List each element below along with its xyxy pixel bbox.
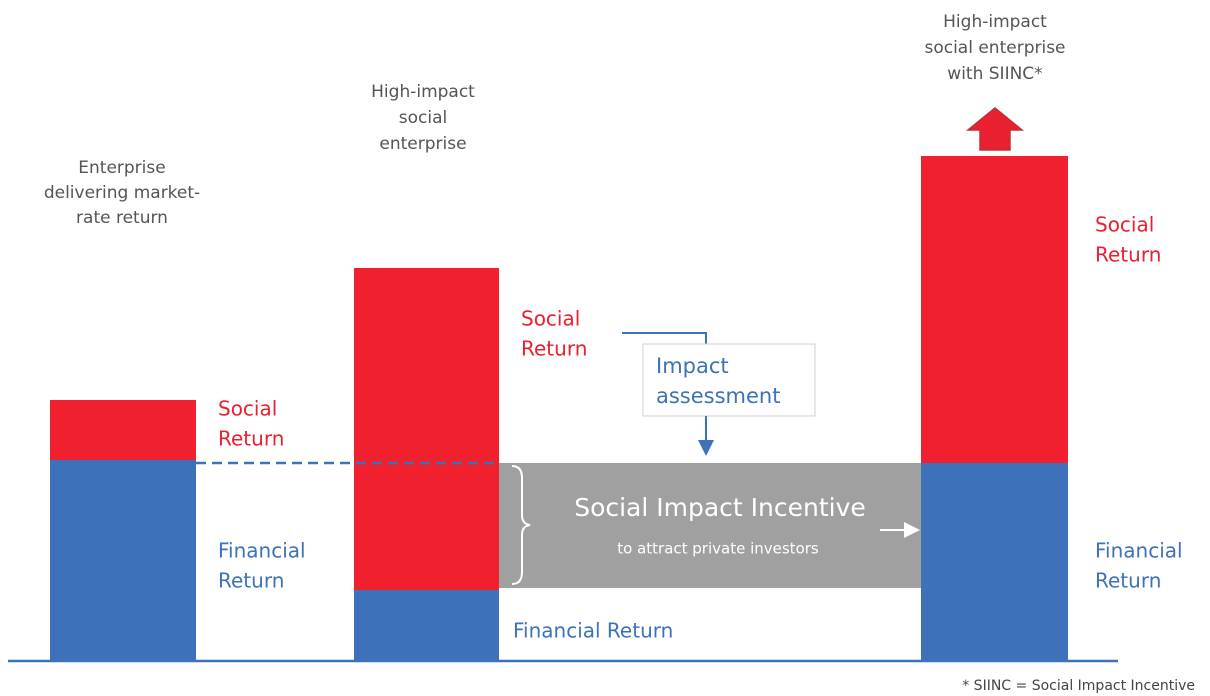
column-label: enterprise bbox=[379, 134, 466, 154]
incentive-title: Social Impact Incentive bbox=[574, 493, 866, 522]
column-label: social bbox=[399, 108, 447, 128]
financial-label: Return bbox=[1095, 569, 1161, 593]
incentive-subtitle: to attract private investors bbox=[617, 540, 819, 558]
social-label: Return bbox=[521, 337, 587, 361]
assessment-box bbox=[642, 343, 816, 417]
assessment-text: assessment bbox=[656, 384, 780, 408]
social-bar bbox=[921, 156, 1068, 463]
social-label: Social bbox=[1095, 213, 1154, 237]
column-label: High-impact bbox=[371, 82, 475, 102]
connector bbox=[622, 332, 707, 344]
social-label: Return bbox=[218, 427, 284, 451]
column-label: with SIINC* bbox=[947, 64, 1042, 84]
financial-bar bbox=[921, 463, 1068, 660]
column-label: rate return bbox=[76, 208, 168, 228]
column-label: delivering market- bbox=[44, 183, 200, 203]
footnote: * SIINC = Social Impact Incentive bbox=[962, 678, 1195, 694]
up-arrow bbox=[965, 107, 1025, 151]
assessment-text: Impact bbox=[656, 354, 729, 378]
financial-label: Financial bbox=[1095, 539, 1183, 563]
financial-label: Financial bbox=[218, 539, 306, 563]
column-label: Enterprise bbox=[78, 158, 165, 178]
social-label: Social bbox=[521, 307, 580, 331]
social-label: Return bbox=[1095, 243, 1161, 267]
financial-label: Return bbox=[218, 569, 284, 593]
brace bbox=[511, 465, 531, 585]
social-bar bbox=[50, 400, 196, 460]
social-label: Social bbox=[218, 397, 277, 421]
financial-label: Financial Return bbox=[513, 619, 673, 643]
social-bar bbox=[354, 268, 499, 590]
financial-bar bbox=[50, 460, 196, 660]
incentive-band bbox=[499, 463, 921, 588]
column-label: social enterprise bbox=[924, 38, 1065, 58]
financial-bar bbox=[354, 590, 499, 660]
column-label: High-impact bbox=[943, 12, 1047, 32]
